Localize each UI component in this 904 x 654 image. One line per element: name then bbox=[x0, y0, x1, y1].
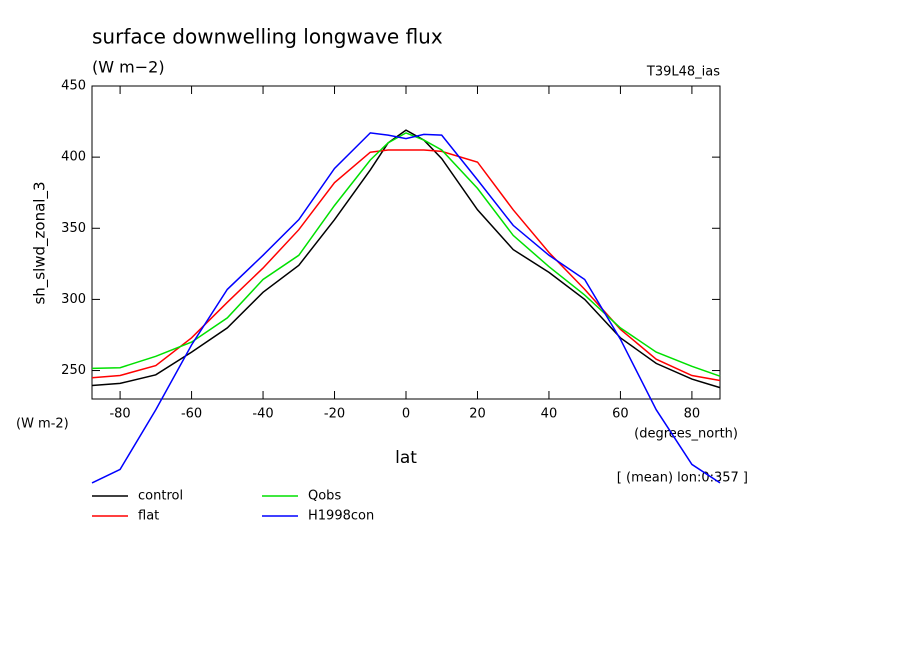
y-tick-label: 400 bbox=[61, 150, 86, 165]
x-tick-label: 60 bbox=[612, 407, 629, 422]
x-tick-label: 20 bbox=[469, 407, 486, 422]
run-label: T39L48_ias bbox=[646, 65, 720, 80]
y-tick-label: 450 bbox=[61, 79, 86, 94]
units: (W m−2) bbox=[92, 58, 165, 77]
series-line bbox=[91, 149, 721, 382]
x-tick-label: -20 bbox=[324, 407, 345, 422]
x-tick-label: 40 bbox=[541, 407, 558, 422]
x-units: (degrees_north) bbox=[634, 427, 738, 442]
y-axis-label: sh_slwd_zonal_3 bbox=[31, 181, 50, 304]
chart-title: surface downwelling longwave flux bbox=[92, 25, 443, 49]
legend-label: H1998con bbox=[308, 509, 374, 524]
legend-label: flat bbox=[138, 509, 159, 524]
x-axis-label: lat bbox=[395, 448, 417, 468]
series-line bbox=[91, 132, 721, 484]
y-tick-label: 350 bbox=[61, 221, 86, 236]
x-tick-label: 80 bbox=[684, 407, 701, 422]
x-tick-label: -60 bbox=[181, 407, 202, 422]
y-units: (W m-2) bbox=[16, 417, 69, 432]
series-line bbox=[91, 129, 721, 389]
x-tick-label: -40 bbox=[252, 407, 273, 422]
note: [ (mean) lon:0:357 ] bbox=[617, 471, 748, 486]
legend-label: control bbox=[138, 489, 183, 504]
x-tick-label: -80 bbox=[109, 407, 130, 422]
x-tick-label: 0 bbox=[402, 407, 410, 422]
y-tick-label: 300 bbox=[61, 292, 86, 307]
y-tick-label: 250 bbox=[61, 363, 86, 378]
legend-label: Qobs bbox=[308, 489, 341, 504]
series-line bbox=[91, 132, 721, 377]
